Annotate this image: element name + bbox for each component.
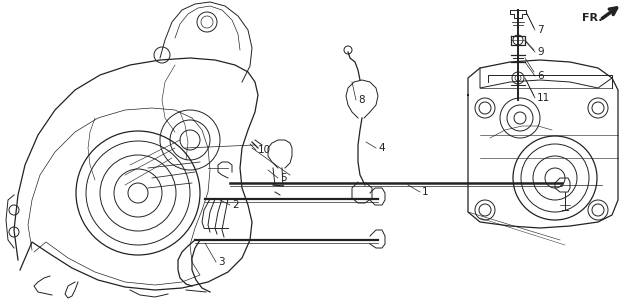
- Text: 7: 7: [537, 25, 543, 35]
- Text: 10: 10: [258, 145, 271, 155]
- Text: 3: 3: [218, 257, 225, 267]
- Text: 1: 1: [422, 187, 429, 197]
- Text: 4: 4: [378, 143, 385, 153]
- Text: 11: 11: [537, 93, 550, 103]
- Text: 5: 5: [280, 173, 287, 183]
- Text: 9: 9: [537, 47, 543, 57]
- Text: 6: 6: [537, 71, 543, 81]
- Text: 2: 2: [232, 200, 239, 210]
- Text: 8: 8: [358, 95, 365, 105]
- Text: FR.: FR.: [582, 13, 602, 23]
